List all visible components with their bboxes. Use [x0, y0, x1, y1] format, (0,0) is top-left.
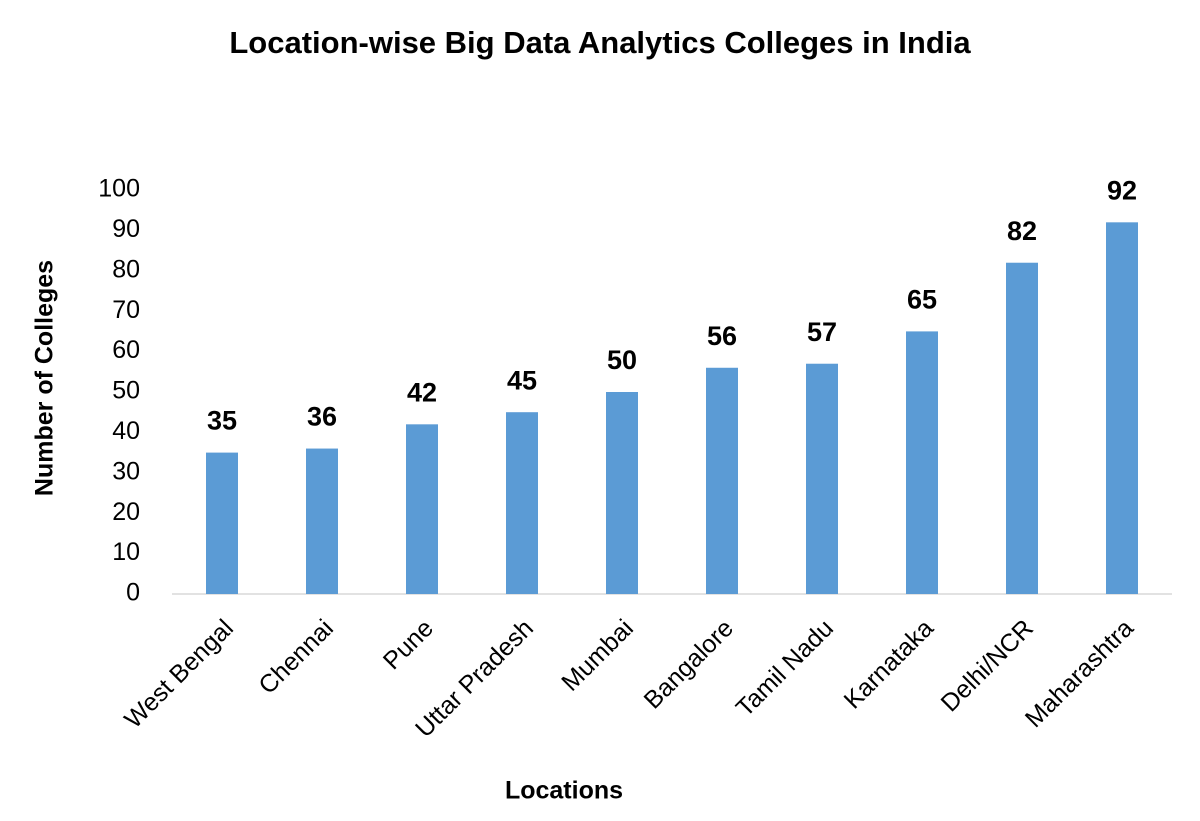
value-label: 42 — [407, 377, 437, 407]
value-label: 92 — [1107, 175, 1137, 205]
value-label: 57 — [807, 317, 837, 347]
x-tick-label: West Bengal — [119, 614, 239, 734]
bar — [706, 367, 738, 594]
x-tick-label: Delhi/NCR — [936, 614, 1039, 717]
bar — [1006, 262, 1038, 594]
x-tick-label: Karnataka — [839, 614, 939, 714]
y-tick-label: 0 — [126, 579, 140, 607]
y-tick-label: 20 — [112, 498, 140, 526]
y-tick-label: 80 — [112, 255, 140, 283]
x-tick-label: Bangalore — [639, 614, 739, 714]
bar — [206, 452, 238, 594]
y-axis-title: Number of Colleges — [31, 260, 59, 496]
value-label: 45 — [507, 365, 537, 395]
y-tick-label: 100 — [98, 175, 140, 203]
x-tick-label: Chennai — [253, 614, 339, 700]
y-tick-label: 30 — [112, 457, 140, 485]
x-tick-label: Mumbai — [556, 614, 639, 697]
x-tick-label: Maharashtra — [1020, 614, 1139, 733]
x-tick-label: Pune — [378, 614, 439, 675]
value-label: 65 — [907, 285, 937, 315]
value-label: 56 — [707, 321, 737, 351]
value-label: 50 — [607, 345, 637, 375]
bar — [1106, 222, 1138, 594]
x-axis-title: Locations — [505, 777, 623, 805]
y-tick-label: 70 — [112, 296, 140, 324]
bar — [606, 392, 638, 594]
y-tick-label: 60 — [112, 336, 140, 364]
value-label: 35 — [207, 406, 237, 436]
bar — [406, 424, 438, 594]
y-tick-label: 90 — [112, 215, 140, 243]
x-tick-label: Tamil Nadu — [731, 614, 839, 722]
bar — [506, 412, 538, 594]
y-tick-label: 50 — [112, 377, 140, 405]
chart-title: Location-wise Big Data Analytics College… — [229, 25, 971, 60]
value-label: 82 — [1007, 216, 1037, 246]
y-tick-label: 40 — [112, 417, 140, 445]
bar — [806, 363, 838, 594]
y-tick-label: 10 — [112, 538, 140, 566]
bar — [906, 331, 938, 594]
value-label: 36 — [307, 402, 337, 432]
bar — [306, 448, 338, 594]
